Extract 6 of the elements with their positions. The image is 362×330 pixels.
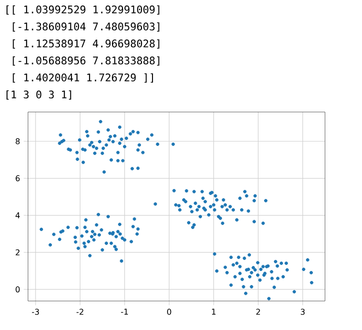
text: [ 1.12538917 4.96698028] [12,39,160,49]
text: [-1.38609104 7.48059603] [12,22,160,32]
text: [1 3 0 3 1] [6,90,72,100]
text: [-1.05688956 7.81833888] [12,56,160,66]
text: [[ 1.03992529 1.92991009] [6,5,160,15]
text: [ 1.4020041 1.726729 ]] [12,73,153,83]
